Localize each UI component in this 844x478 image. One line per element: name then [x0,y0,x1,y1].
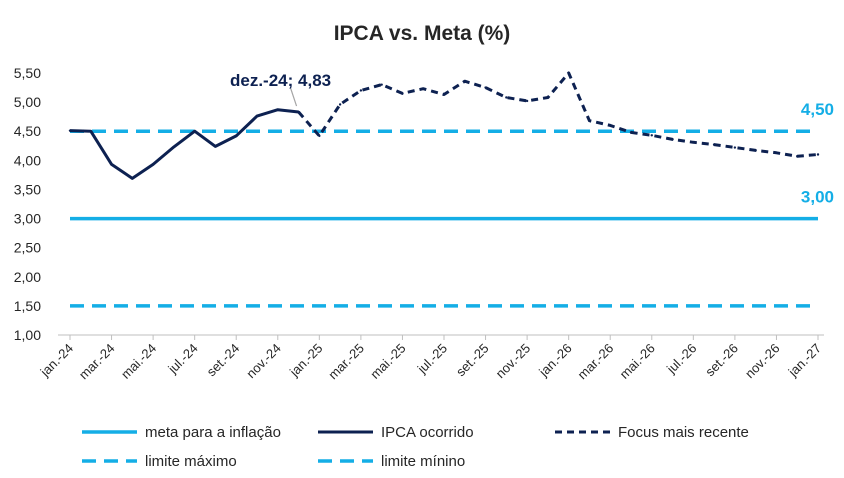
x-tick-label: jul.-25 [414,341,450,377]
focus-point [546,96,550,99]
focus-line [297,71,819,158]
ipca-line [69,108,299,180]
focus-point [525,99,529,103]
ipca-point [151,163,155,166]
focus-point [712,143,716,146]
focus-point [609,124,612,127]
focus-point [338,103,342,106]
annotation-leader [289,87,298,107]
x-tick-label: nov.-24 [243,341,284,382]
y-tick-label: 2,50 [14,240,41,256]
y-tick-label: 3,00 [14,211,41,227]
focus-point [422,87,425,90]
y-tick-label: 5,50 [14,65,41,81]
y-tick-label: 3,50 [14,181,41,197]
x-tick-label: jan.-25 [286,341,325,380]
focus-point [671,138,674,141]
focus-point [505,96,508,99]
focus-point [359,89,363,92]
ipca-point [68,129,72,132]
focus-point [380,83,383,86]
ipca-point [235,134,238,138]
focus-point [754,149,757,152]
x-tick-label: mar.-24 [76,341,118,383]
x-tick-label: jan.-27 [785,341,824,380]
x-tick-label: set.-25 [453,341,492,380]
x-tick-label: mar.-26 [575,341,617,383]
x-tick-label: jul.-24 [164,341,200,377]
annotations: dez.-24; 4,83 4,50 3,00 [230,71,834,207]
legend-label: IPCA ocorrido [381,424,474,441]
x-tick-label: nov.-25 [493,341,534,382]
ipca-point [193,130,196,133]
y-tick-label: 4,00 [14,152,41,168]
focus-point [484,86,487,89]
chart-title: IPCA vs. Meta (%) [334,22,511,45]
legend-label: limite máximo [145,453,237,470]
plot-area [68,71,820,308]
y-tick-label: 1,50 [14,298,41,314]
x-tick-label: set.-24 [204,341,243,380]
x-tick-label: set.-26 [702,341,741,380]
x-tick-label: jan.-26 [535,341,574,380]
legend: meta para a inflação IPCA ocorrido Focus m… [82,424,749,470]
x-tick-label: nov.-26 [742,341,783,382]
focus-point [775,151,778,154]
y-tick-label: 5,00 [14,94,41,110]
x-tick-label: jan.-24 [37,341,76,380]
x-axis: jan.-24 mar.-24 mai.-24 jul.-24 set.-24 nov.-… [37,334,824,383]
y-tick-label: 2,00 [14,269,41,285]
focus-point [297,110,300,114]
annotation-meta: 3,00 [801,188,834,207]
legend-label: meta para a inflação [145,424,281,441]
ipca-point [214,145,217,148]
x-tick-label: mar.-25 [325,341,367,383]
ipca-point [255,114,259,118]
focus-point [318,134,321,138]
focus-point [692,141,695,144]
y-tick-label: 1,00 [14,327,41,343]
annotation-dec24: dez.-24; 4,83 [230,71,331,90]
focus-point [401,92,404,95]
ipca-point [110,163,113,166]
legend-label: Focus mais recente [618,424,749,441]
annotation-upper-limit: 4,50 [801,100,834,119]
ipca-point [172,145,176,149]
y-tick-label: 4,50 [14,123,41,139]
ipca-point [89,130,92,133]
ipca-point [131,177,134,180]
focus-point [567,71,570,75]
focus-point [796,155,799,158]
focus-point [629,131,633,134]
focus-point [650,134,653,137]
focus-point [733,146,737,149]
x-tick-label: jul.-26 [663,341,699,377]
focus-point [463,79,466,83]
focus-point [816,153,820,156]
legend-label: limite mínino [381,453,465,470]
x-tick-label: mai.-26 [617,341,658,382]
y-axis: 1,00 1,50 2,00 2,50 3,00 3,50 4,00 4,50 5,00 5,50 [14,65,41,343]
x-tick-label: mai.-24 [118,341,159,382]
focus-point [442,93,446,96]
focus-point [588,119,591,122]
ipca-point [276,108,279,111]
x-tick-label: mai.-25 [367,341,408,382]
